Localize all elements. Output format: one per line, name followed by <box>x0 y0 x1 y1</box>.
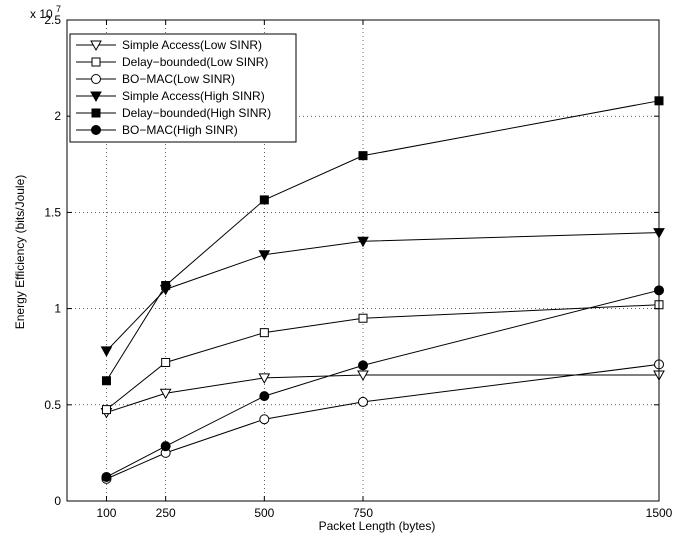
legend-marker <box>90 91 102 103</box>
x-tick-label: 100 <box>96 506 116 520</box>
data-point <box>258 373 271 384</box>
legend-marker <box>90 40 102 52</box>
legend-entry-label: Simple Access(Low SINR) <box>122 38 262 52</box>
data-point <box>258 250 271 261</box>
data-point <box>259 414 270 425</box>
legend-marker <box>91 74 101 84</box>
x-tick-label: 750 <box>353 506 373 520</box>
data-point <box>160 441 171 452</box>
series-2 <box>101 300 664 415</box>
y-multiplier-exponent: 7 <box>56 4 61 14</box>
y-tick-label: 2.5 <box>44 13 61 27</box>
y-axis-label: Energy Efficiency (bits/Joule) <box>13 175 27 330</box>
legend: Simple Access(Low SINR) Delay−bounded(Low… <box>69 33 297 143</box>
legend-marker <box>91 125 101 135</box>
series-layer <box>100 96 665 484</box>
data-point <box>100 346 113 357</box>
data-point <box>358 151 368 161</box>
data-point <box>358 313 368 323</box>
legend-marker <box>91 57 101 67</box>
data-point <box>259 391 270 402</box>
y-tick-label: 0 <box>54 494 61 508</box>
data-point <box>101 471 112 482</box>
data-point <box>259 328 269 338</box>
legend-entry-label: Delay−bounded(Low SINR) <box>122 55 268 69</box>
data-point <box>101 405 111 415</box>
data-point <box>259 195 269 205</box>
x-tick-label: 1500 <box>646 506 673 520</box>
legend-box <box>69 33 297 143</box>
data-point <box>358 360 368 371</box>
data-point <box>357 236 369 248</box>
data-point <box>161 281 171 291</box>
data-point <box>357 370 369 382</box>
axis-ticks: 0 0.5 1 1.5 2 2.5 100 250 500 750 1500 <box>44 13 672 520</box>
legend-entry-label: BO−MAC(Low SINR) <box>122 72 235 86</box>
legend-entry-label: Simple Access(High SINR) <box>122 89 265 103</box>
data-point <box>161 357 171 367</box>
data-point <box>101 376 111 386</box>
y-tick-label: 0.5 <box>44 398 61 412</box>
y-tick-label: 1 <box>54 302 61 316</box>
y-tick-label: 2 <box>54 109 61 123</box>
data-point <box>358 396 368 407</box>
legend-marker <box>91 108 101 118</box>
y-multiplier: x 10 7 <box>30 4 61 21</box>
x-tick-label: 250 <box>156 506 176 520</box>
data-point <box>159 388 172 400</box>
x-tick-label: 500 <box>254 506 274 520</box>
legend-entry-label: Delay−bounded(High SINR) <box>122 106 271 120</box>
legend-entry-label: BO−MAC(High SINR) <box>122 123 238 137</box>
y-tick-label: 1.5 <box>44 205 61 219</box>
y-multiplier-base: x 10 <box>30 7 53 21</box>
x-axis-label: Packet Length (bytes) <box>319 519 436 533</box>
